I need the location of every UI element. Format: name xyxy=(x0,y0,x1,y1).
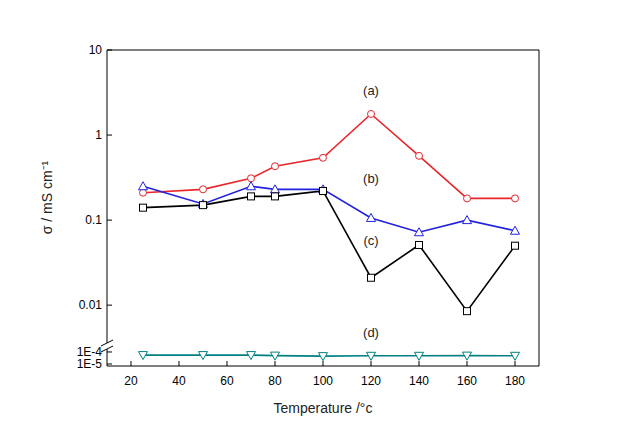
marker xyxy=(463,352,472,360)
series-label: (b) xyxy=(363,171,379,186)
x-tick-label: 160 xyxy=(457,374,477,388)
marker xyxy=(368,274,375,281)
x-tick-label: 140 xyxy=(409,374,429,388)
marker xyxy=(512,242,519,249)
x-tick-label: 60 xyxy=(220,374,234,388)
marker xyxy=(463,216,472,224)
marker xyxy=(140,204,147,211)
marker xyxy=(247,182,256,190)
x-tick xyxy=(419,361,420,366)
plot-area xyxy=(139,352,520,361)
marker xyxy=(511,226,520,234)
x-tick-label: 40 xyxy=(172,374,186,388)
chart: 0.010.1110σ / mS cm⁻¹(a)(b)(c)1E-41E-520… xyxy=(0,0,625,438)
y-tick xyxy=(107,363,112,364)
x-tick xyxy=(131,361,132,366)
marker xyxy=(464,308,471,315)
x-tick xyxy=(515,361,516,366)
y-tick-label: 0.1 xyxy=(85,213,102,227)
plot-area xyxy=(139,110,520,314)
series-label: (c) xyxy=(363,233,378,248)
series-line xyxy=(143,355,515,356)
series-label: (d) xyxy=(363,325,379,340)
marker xyxy=(416,241,423,248)
marker xyxy=(320,187,327,194)
marker xyxy=(272,193,279,200)
frame xyxy=(107,50,108,343)
y-tick xyxy=(107,351,112,352)
marker xyxy=(319,353,328,361)
marker xyxy=(272,163,279,170)
x-tick-label: 100 xyxy=(313,374,333,388)
marker xyxy=(368,110,375,117)
y-tick xyxy=(107,135,112,136)
marker xyxy=(367,213,376,221)
x-tick-label: 120 xyxy=(361,374,381,388)
marker xyxy=(271,185,280,193)
frame xyxy=(539,50,540,366)
x-tick-label: 20 xyxy=(124,374,138,388)
frame xyxy=(107,366,539,367)
frame xyxy=(107,349,108,366)
x-tick xyxy=(275,361,276,366)
frame xyxy=(107,50,539,51)
marker xyxy=(271,352,280,360)
axis-break xyxy=(101,346,113,352)
marker xyxy=(367,352,376,360)
x-tick xyxy=(467,361,468,366)
y-axis-label: σ / mS cm⁻¹ xyxy=(39,160,55,234)
marker xyxy=(511,352,520,360)
marker xyxy=(320,154,327,161)
axis-break xyxy=(101,340,113,346)
series-line xyxy=(143,191,515,311)
y-tick xyxy=(107,220,112,221)
x-axis-label: Temperature /°c xyxy=(274,400,373,416)
x-tick xyxy=(227,361,228,366)
x-tick xyxy=(179,361,180,366)
x-tick-label: 180 xyxy=(505,374,525,388)
y-tick-label: 1 xyxy=(95,128,102,142)
marker xyxy=(512,195,519,202)
y-tick xyxy=(107,305,112,306)
marker xyxy=(139,352,148,360)
y-tick-label: 10 xyxy=(89,43,103,57)
marker xyxy=(415,352,424,360)
x-tick xyxy=(323,361,324,366)
series-line xyxy=(143,114,515,198)
marker xyxy=(247,352,256,360)
x-tick-label: 80 xyxy=(268,374,282,388)
marker xyxy=(200,202,207,209)
marker xyxy=(199,352,208,360)
marker xyxy=(200,186,207,193)
marker xyxy=(416,152,423,159)
marker xyxy=(415,228,424,236)
x-tick xyxy=(371,361,372,366)
series-line xyxy=(143,186,515,232)
marker xyxy=(139,182,148,190)
y-tick-label: 1E-5 xyxy=(77,357,103,371)
series-label: (a) xyxy=(363,83,379,98)
marker xyxy=(464,195,471,202)
marker xyxy=(248,193,255,200)
y-tick-label: 0.01 xyxy=(79,298,103,312)
